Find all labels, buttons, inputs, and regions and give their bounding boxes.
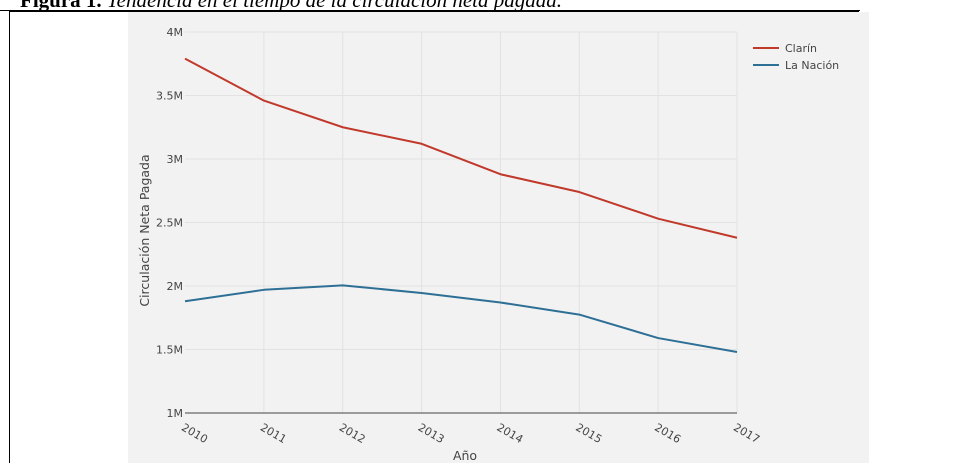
y-axis-title: Circulación Neta Pagada (137, 154, 152, 306)
figure-caption: Figura 1. Tendencia en el tiempo de la c… (20, 0, 562, 12)
y-tick-label: 1M (167, 407, 184, 420)
x-tick-label: 2011 (258, 421, 289, 446)
y-tick-label: 4M (167, 26, 184, 39)
x-tick-labels: 2010 2011 2012 2013 2014 2015 2016 2017 (179, 421, 762, 446)
y-tick-label: 2M (167, 280, 184, 293)
caption-rule (0, 10, 860, 11)
legend-label: Clarín (785, 42, 817, 55)
y-tick-label: 3M (167, 153, 184, 166)
x-tick-label: 2016 (652, 421, 683, 446)
series-line-clar-n (184, 57, 738, 239)
caption-text: Tendencia en el tiempo de la circulación… (101, 0, 563, 12)
series-lines (184, 57, 738, 354)
plot-background (128, 12, 869, 463)
x-tick-label: 2014 (495, 421, 526, 446)
series-line-la-naci-n (184, 284, 738, 354)
y-tick-label: 2.5M (156, 217, 183, 230)
caption-label: Figura 1. (20, 0, 102, 12)
x-tick-label: 2012 (337, 421, 368, 446)
x-tick-label: 2017 (731, 421, 762, 446)
legend: Clarín La Nación (753, 42, 839, 72)
y-tick-label: 1.5M (156, 344, 183, 357)
legend-label: La Nación (785, 59, 839, 72)
x-tick-label: 2013 (416, 421, 447, 446)
x-tick-label: 2010 (179, 421, 210, 446)
y-tick-labels: 1M 1.5M 2M 2.5M 3M 3.5M 4M (156, 26, 183, 420)
y-tick-label: 3.5M (156, 90, 183, 103)
x-axis-title: Año (453, 448, 477, 463)
x-tick-label: 2015 (573, 421, 604, 446)
grid-lines (185, 31, 738, 413)
